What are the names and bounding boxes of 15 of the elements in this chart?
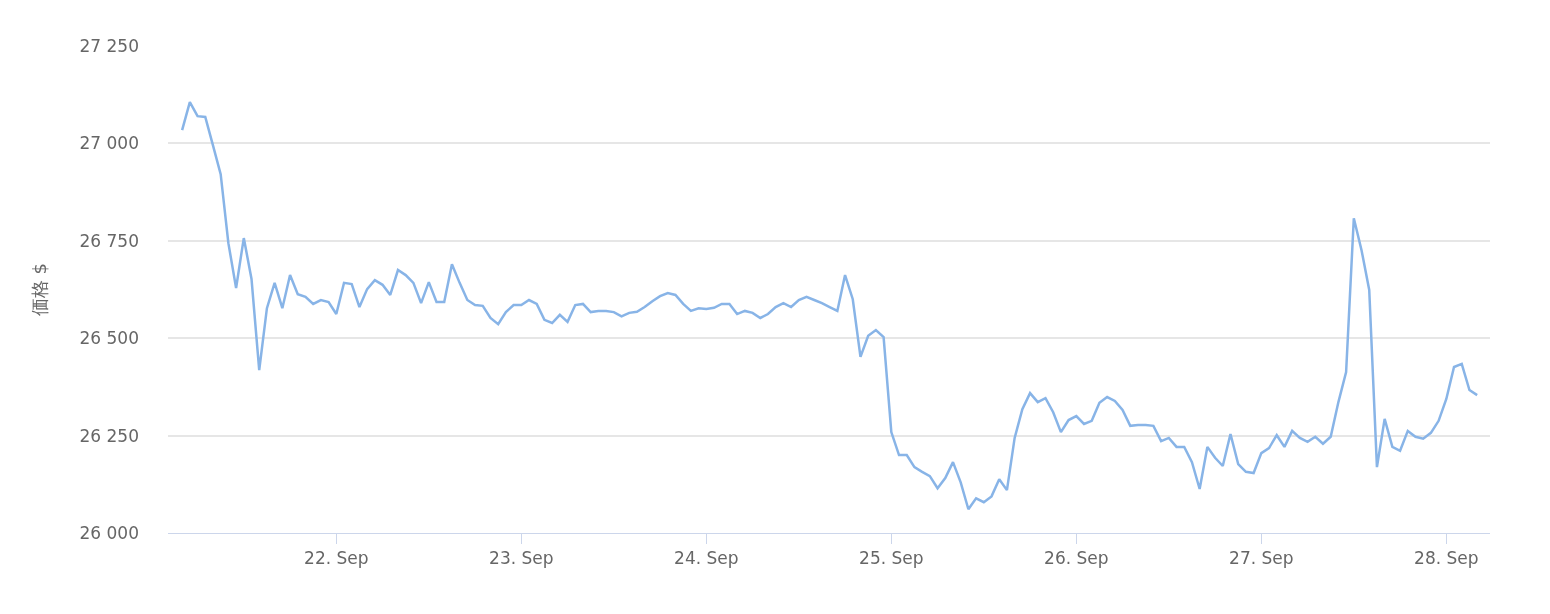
line-series bbox=[180, 100, 1479, 511]
x-tick-label: 22. Sep bbox=[304, 548, 369, 569]
y-tick-label: 26 750 bbox=[79, 230, 139, 251]
x-tick-label: 27. Sep bbox=[1229, 548, 1294, 569]
x-tick-label: 28. Sep bbox=[1414, 548, 1479, 569]
y-axis-title: 価格 $ bbox=[28, 262, 50, 317]
y-tick-label: 26 250 bbox=[79, 425, 139, 446]
x-tick-label: 25. Sep bbox=[859, 548, 924, 569]
y-tick-label: 26 000 bbox=[79, 522, 139, 543]
x-tick-label: 23. Sep bbox=[489, 548, 554, 569]
y-tick-label: 27 250 bbox=[79, 35, 139, 56]
y-tick-label: 27 000 bbox=[79, 133, 139, 154]
y-tick-label: 26 500 bbox=[79, 328, 139, 349]
x-tick-label: 24. Sep bbox=[674, 548, 739, 569]
x-tick-label: 26. Sep bbox=[1044, 548, 1109, 569]
